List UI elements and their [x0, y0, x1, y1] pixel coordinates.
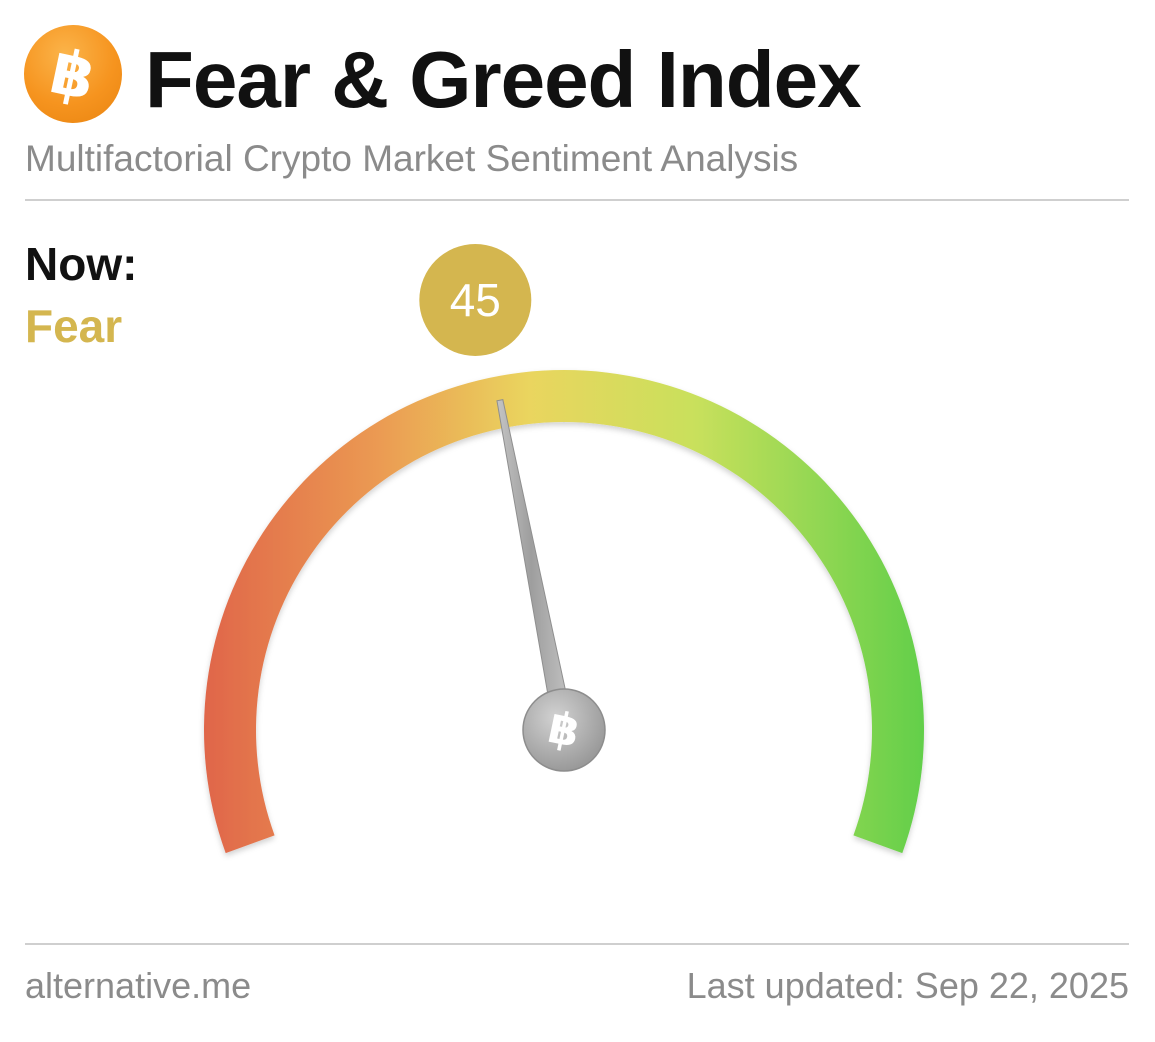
fear-greed-gauge: ฿ 45 — [204, 244, 924, 854]
value-badge — [419, 244, 532, 356]
sentiment-classification: Fear — [25, 300, 123, 352]
value-badge-text: 45 — [450, 274, 501, 326]
footer-divider — [25, 943, 1129, 945]
source-link[interactable]: alternative.me — [25, 965, 252, 1006]
gauge-arc — [204, 369, 924, 854]
header-divider — [25, 199, 1129, 201]
now-label: Now: — [25, 238, 138, 290]
gauge-needle — [496, 399, 566, 694]
last-updated: Last updated: Sep 22, 2025 — [686, 965, 1129, 1006]
page-subtitle: Multifactorial Crypto Market Sentiment A… — [25, 138, 799, 179]
page-title: Fear & Greed Index — [145, 35, 862, 124]
gauge-hub-icon — [522, 688, 606, 772]
